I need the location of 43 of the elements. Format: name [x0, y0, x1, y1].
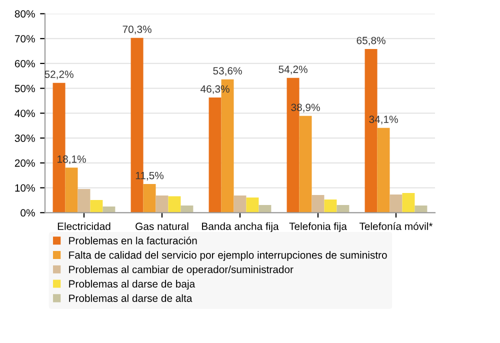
- bar: [258, 204, 272, 213]
- y-tick-label: 80%: [14, 10, 35, 18]
- y-tick-label: 70%: [14, 35, 35, 42]
- bar: [180, 205, 194, 213]
- data-label: 54,2%: [278, 66, 308, 74]
- legend-label: Falta de calidad del servicio por ejemplo interrupciones de suministro: [69, 251, 387, 261]
- y-tick-label: 10%: [15, 184, 35, 192]
- bar: [312, 195, 324, 213]
- bar: [168, 196, 181, 213]
- data-label: 65,8%: [356, 36, 386, 46]
- bar: [377, 128, 390, 213]
- y-tick-label: 40%: [14, 110, 35, 118]
- bar: [78, 189, 90, 213]
- bar: [65, 168, 78, 213]
- x-tick-label: Banda ancha fija: [202, 222, 279, 232]
- bar: [324, 199, 337, 213]
- bar: [299, 116, 312, 213]
- bar: [402, 193, 415, 213]
- x-tick-label: Telefonia fija: [289, 222, 347, 232]
- bar: [246, 197, 259, 213]
- y-tick-label: 30%: [14, 134, 35, 142]
- legend-label: Problemas al darse de baja: [69, 280, 196, 290]
- y-tick-label: 0%: [20, 209, 35, 217]
- x-tick-label: Telefonía móvil*: [359, 222, 433, 230]
- legend-label: Problemas al darse de alta: [69, 294, 192, 302]
- x-tick-label: Gas natural: [136, 222, 188, 230]
- bar: [336, 204, 350, 213]
- x-tick-label: Electricidad: [58, 222, 110, 230]
- bar: [390, 194, 402, 213]
- bar: [208, 98, 222, 213]
- bar: [414, 205, 428, 213]
- y-tick-label: 50%: [14, 84, 35, 92]
- bar: [234, 196, 246, 213]
- legend-label: Problemas al cambiar de operador/suministrador: [69, 266, 294, 276]
- bar: [156, 196, 168, 213]
- bar: [143, 184, 156, 213]
- data-label: 53,6%: [213, 67, 242, 76]
- y-tick-label: 60%: [14, 60, 35, 68]
- data-label: 52,2%: [44, 70, 74, 80]
- y-tick-label: 20%: [14, 159, 35, 167]
- data-label: 70,3%: [122, 26, 152, 34]
- legend-label: Problemas en la facturación: [69, 236, 197, 244]
- bar: [90, 200, 103, 213]
